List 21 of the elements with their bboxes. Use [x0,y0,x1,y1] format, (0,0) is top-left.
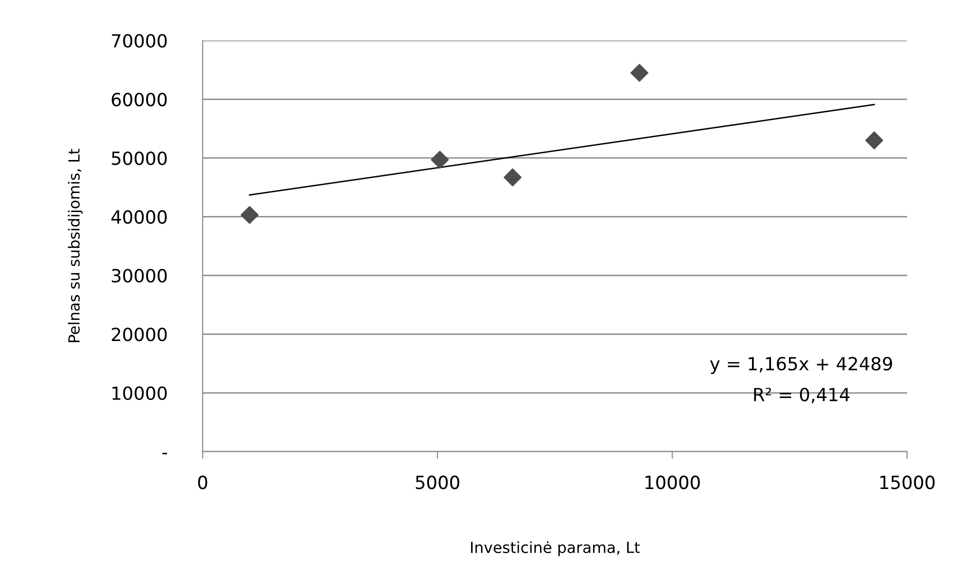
x-tick-label: 0 [198,476,208,490]
y-tick-label: 30000 [112,268,167,283]
x-axis-title: Investicinė parama, Lt [471,541,640,556]
y-tick-label: 10000 [112,386,167,400]
point [630,64,648,82]
x-tick-label: 10000 [646,476,700,490]
y-tick-label: - [162,452,168,454]
x-tick-label: 5000 [416,476,460,490]
point [430,150,449,169]
y-tick-label: 50000 [112,151,167,166]
y-tick-label: 20000 [112,328,167,342]
point [865,131,884,150]
annotation: R² = 0,414 [754,388,850,404]
y-tick-label: 70000 [112,34,167,48]
x-tick-label: 15000 [880,476,935,490]
y-tick-label: 40000 [111,210,167,224]
y-axis-title: Pelnas su subsidijomis, Lt [68,148,83,342]
annotation: y = 1,165x + 42489 [710,356,892,374]
point [504,168,522,186]
point [240,206,259,224]
y-tick-label: 60000 [112,92,167,106]
